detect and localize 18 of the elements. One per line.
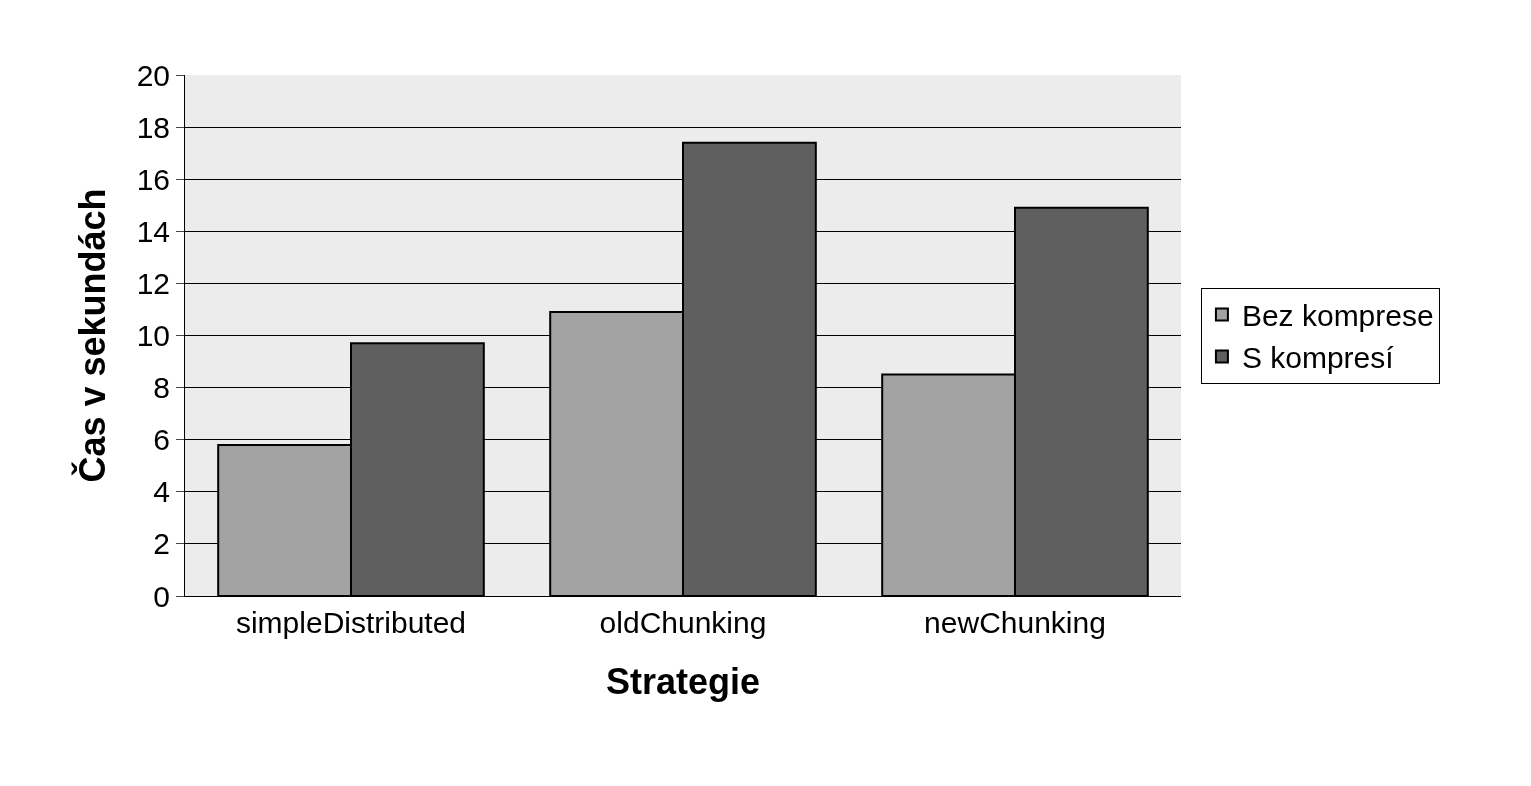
x-tick-label: simpleDistributed [235, 606, 467, 639]
y-tick-label: 4 [153, 475, 170, 509]
x-tick-label: oldChunking [599, 606, 767, 639]
y-tick-label: 0 [153, 579, 170, 613]
y-axis-title: Čas v sekundách [70, 188, 113, 483]
x-tick-label: newChunking [924, 606, 1106, 639]
legend-label: Bez komprese [1241, 299, 1434, 333]
y-tick-label: 12 [136, 266, 170, 300]
y-tick-label: 10 [136, 319, 170, 352]
y-tick-label: 8 [153, 371, 170, 405]
y-tick-label: 2 [153, 527, 170, 561]
y-tick-label: 20 [136, 58, 170, 92]
legend-label: S kompresí [1241, 341, 1395, 375]
y-tick-label: 14 [136, 214, 170, 248]
x-axis-title: Strategie [605, 660, 761, 702]
y-tick-label: 16 [136, 162, 170, 196]
y-tick-label: 6 [153, 423, 170, 457]
y-tick-label: 18 [136, 110, 170, 144]
